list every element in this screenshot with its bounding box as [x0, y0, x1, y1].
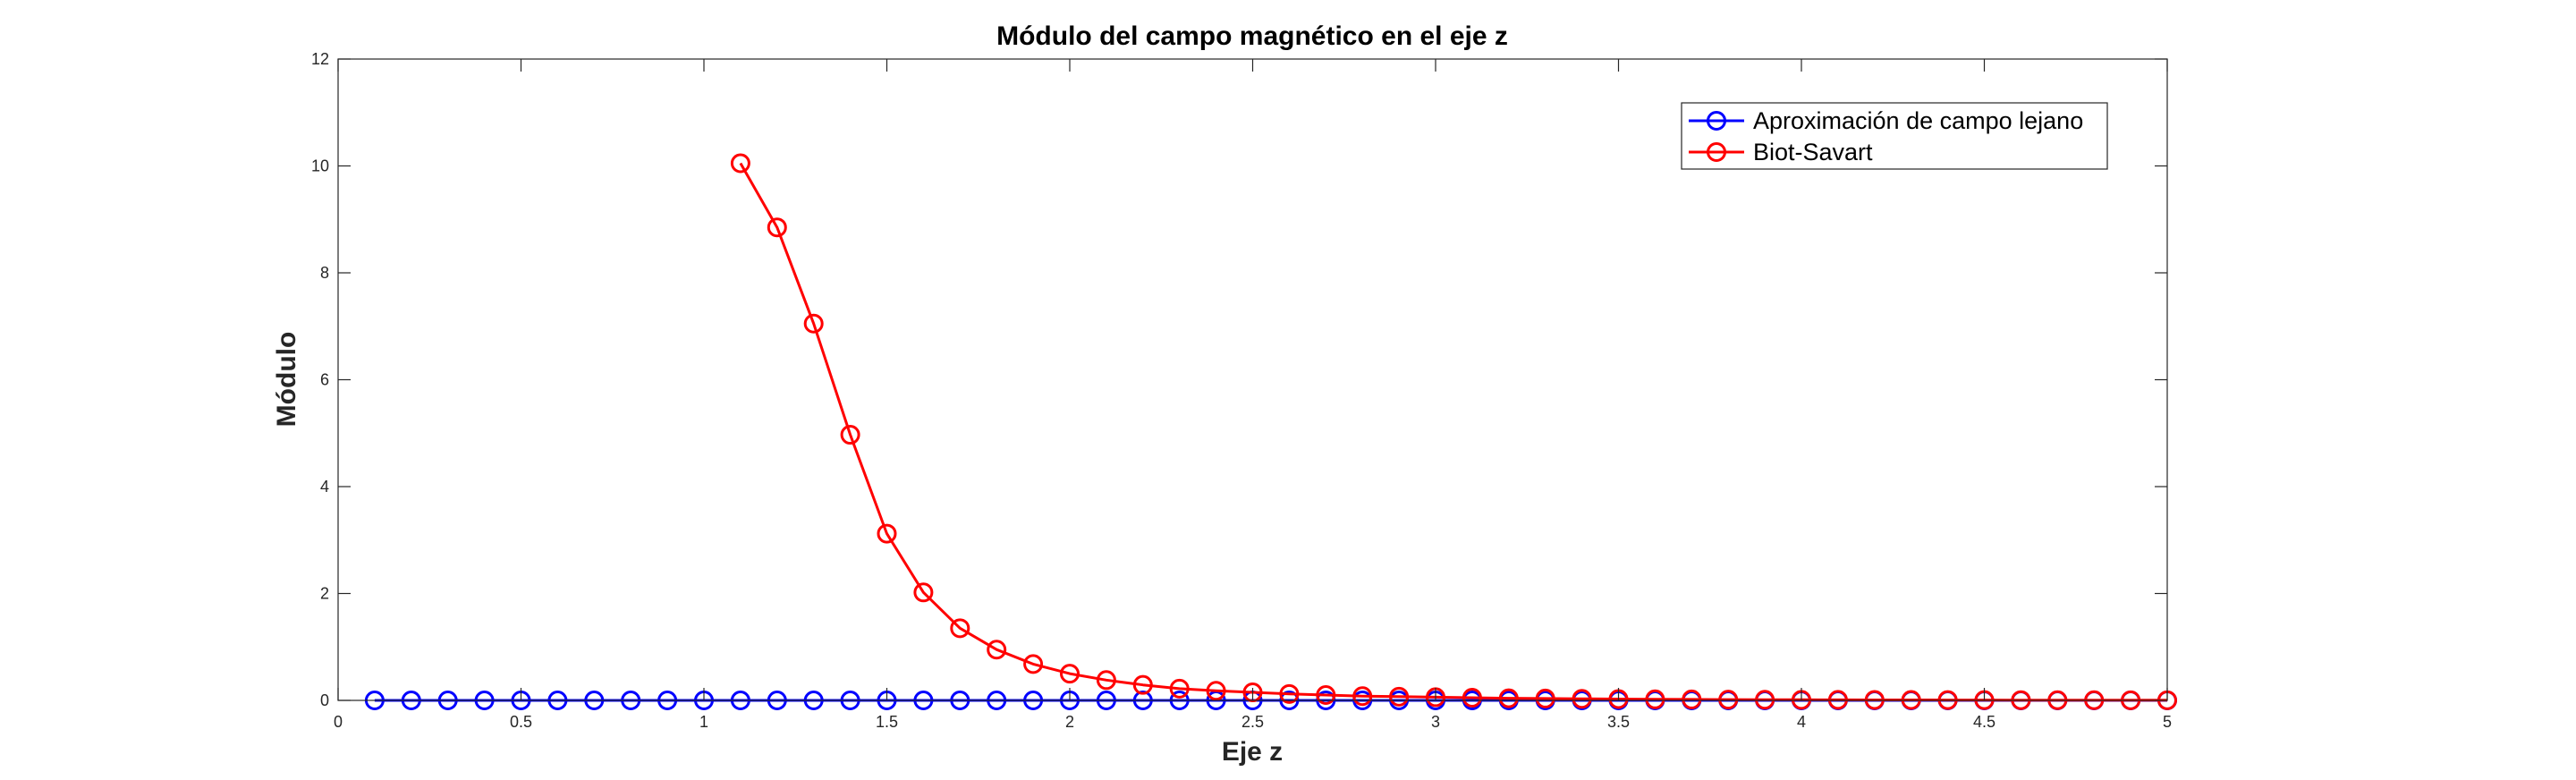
chart-title: Módulo del campo magnético en el eje z — [996, 21, 1508, 51]
data-point — [803, 313, 824, 334]
data-point — [1682, 689, 1702, 709]
data-point — [1645, 689, 1665, 709]
data-point — [1169, 678, 1190, 699]
data-point — [1060, 664, 1080, 684]
legend-label: Biot-Savart — [1753, 139, 1873, 165]
data-point — [1572, 689, 1592, 709]
ticks-layer: 0 0.5 1 1.5 2 2.5 3 3.5 4 4.5 5 0 2 4 6 8 10 12 — [311, 50, 2172, 731]
x-axis-label: Eje z — [1222, 737, 1283, 767]
data-point — [1755, 690, 1775, 710]
data-point — [877, 523, 897, 544]
data-point — [1389, 686, 1410, 707]
legend-item: Aproximación de campo lejano — [1689, 107, 2083, 134]
y-axis-label: Módulo — [272, 332, 301, 428]
data-point — [1498, 688, 1519, 708]
x-tick-label: 4 — [1797, 713, 1806, 731]
x-tick-label: 4.5 — [1973, 713, 1996, 731]
y-tick-label: 2 — [320, 585, 329, 603]
data-point — [1206, 681, 1226, 701]
data-point — [1462, 688, 1482, 708]
y-tick-label: 10 — [311, 157, 329, 175]
data-point — [1718, 690, 1739, 710]
x-tick-label: 0.5 — [510, 713, 532, 731]
legend-item: Biot-Savart — [1689, 139, 1873, 165]
x-tick-label: 1 — [699, 713, 708, 731]
y-tick-label: 6 — [320, 371, 329, 389]
legend-marker — [1707, 142, 1726, 162]
legend: Aproximación de campo lejano Biot-Savart — [1681, 102, 2108, 170]
data-point — [840, 425, 860, 445]
data-point — [950, 618, 970, 639]
x-tick-label: 0 — [334, 713, 343, 731]
data-point — [1023, 654, 1044, 674]
x-tick-label: 2.5 — [1241, 713, 1264, 731]
y-tick-label: 8 — [320, 264, 329, 282]
data-point — [1132, 674, 1153, 695]
x-tick-label: 2 — [1065, 713, 1074, 731]
y-tick-label: 12 — [311, 50, 329, 68]
data-point — [1535, 688, 1555, 708]
legend-marker — [1707, 111, 1726, 131]
legend-label: Aproximación de campo lejano — [1753, 107, 2083, 134]
data-point — [730, 153, 750, 174]
x-tick-label: 1.5 — [876, 713, 898, 731]
data-point — [767, 217, 787, 238]
legend-box — [1681, 102, 2108, 170]
y-tick-label: 0 — [320, 691, 329, 709]
x-tick-label: 5 — [2163, 713, 2172, 731]
data-point — [1352, 686, 1373, 707]
data-point — [1096, 670, 1116, 691]
x-tick-label: 3 — [1431, 713, 1440, 731]
y-tick-label: 4 — [320, 478, 329, 496]
x-tick-label: 3.5 — [1607, 713, 1630, 731]
data-point — [987, 640, 1007, 660]
data-point — [1316, 685, 1336, 706]
data-point — [913, 582, 934, 603]
data-point — [1279, 683, 1300, 704]
legend-entries: Aproximación de campo lejano Biot-Savart — [1689, 107, 2083, 165]
